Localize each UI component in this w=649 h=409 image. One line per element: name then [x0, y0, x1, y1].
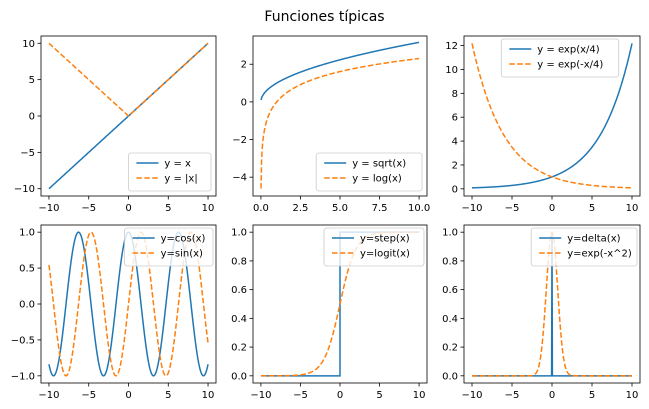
series-line-2: [471, 43, 633, 189]
y-tick-label: 0: [241, 97, 247, 108]
x-tick-label: 5.0: [332, 203, 348, 214]
y-tick-label: 0.0: [231, 371, 247, 382]
y-tick-label: 0.8: [231, 256, 247, 267]
x-tick-label: 5: [165, 390, 171, 401]
y-tick-label: 0.0: [442, 371, 458, 382]
legend-label-1: y=cos(x): [161, 234, 206, 245]
x-tick-label: 0: [337, 390, 343, 401]
y-tick-label: −0.5: [11, 335, 35, 346]
x-tick-label: 0: [549, 390, 555, 401]
x-tick-label: −5: [81, 390, 96, 401]
y-tick-label: 10: [22, 39, 35, 50]
y-tick-label: 1.0: [19, 228, 35, 239]
x-tick-label: 10: [202, 203, 215, 214]
subplot-4: −10 −5 0 5 10 −1.0 −0.5 0.0 0.5 1.0 y=cos(x) y=sin(…: [11, 224, 217, 401]
y-tick-label: 2: [452, 160, 458, 171]
legend-label-2: y=logit(x): [360, 249, 410, 260]
x-tick-label: −5: [293, 390, 308, 401]
x-tick-label: 5: [376, 390, 382, 401]
x-tick-label: −10: [461, 203, 482, 214]
legend: y=delta(x) y=exp(-x^2): [530, 227, 638, 267]
x-tick-label: 0: [125, 390, 131, 401]
x-tick-label: 10.0: [408, 203, 430, 214]
legend: y=cos(x) y=sin(x): [124, 227, 214, 267]
legend-label-1: y = x: [164, 159, 191, 170]
legend-label-2: y = |x|: [164, 174, 197, 185]
x-tick-label: 0: [125, 203, 131, 214]
x-tick-label: 0.0: [253, 203, 269, 214]
y-tick-label: 0.2: [231, 343, 247, 354]
legend-label-2: y = log(x): [352, 174, 402, 185]
legend: y = exp(x/4) y = exp(-x/4): [500, 38, 620, 78]
y-tick-label: 0.4: [442, 314, 458, 325]
series-line-2: [260, 57, 420, 189]
y-tick-label: 6: [452, 113, 458, 124]
y-tick-label: 0.0: [19, 300, 35, 311]
y-tick-label: 8: [452, 89, 458, 100]
series-line-2: [260, 231, 420, 377]
legend: y=step(x) y=logit(x): [323, 227, 425, 267]
subplot-1: −10 −5 0 5 10 −10 −5 0 5 10 y = x y = |x|: [14, 35, 217, 214]
y-tick-label: −4: [232, 173, 247, 184]
subplot-6: −10 −5 0 5 10 0.0 0.2 0.4 0.6 0.8 1.0 y=delta(x) y=e…: [442, 224, 641, 401]
legend-label-1: y = exp(x/4): [537, 45, 599, 56]
x-tick-label: 5: [165, 203, 171, 214]
y-tick-label: 0.6: [442, 285, 458, 296]
legend-label-1: y=delta(x): [567, 234, 620, 245]
x-tick-label: 7.5: [372, 203, 388, 214]
x-tick-label: −10: [461, 390, 482, 401]
legend-label-2: y=sin(x): [161, 249, 203, 260]
y-tick-label: 0: [452, 184, 458, 195]
x-tick-label: 2.5: [293, 203, 309, 214]
y-tick-label: −5: [20, 148, 35, 159]
y-tick-label: 0.5: [19, 264, 35, 275]
y-tick-label: 0.8: [442, 256, 458, 267]
y-tick-label: −10: [14, 184, 35, 195]
legend-label-2: y = exp(-x/4): [537, 60, 603, 71]
subplot-3: −10 −5 0 5 10 0 2 4 6 8 10 12 y = exp(x/4) y = exp(-x…: [445, 35, 641, 214]
y-tick-label: −1.0: [11, 371, 35, 382]
x-tick-label: −10: [38, 203, 59, 214]
series-line-2: [48, 231, 209, 377]
figure-title: Funciones típicas: [264, 9, 384, 25]
x-tick-label: 10: [413, 390, 426, 401]
y-tick-label: −2: [232, 135, 247, 146]
subplot-5: −10 −5 0 5 10 0.0 0.2 0.4 0.6 0.8 1.0 y=step(x) y=lo…: [231, 224, 428, 401]
x-tick-label: 10: [202, 390, 215, 401]
y-tick-label: 0.2: [442, 343, 458, 354]
x-tick-label: −10: [250, 390, 271, 401]
x-tick-label: 5: [589, 390, 595, 401]
legend: y = x y = |x|: [127, 152, 212, 192]
x-tick-label: −10: [38, 390, 59, 401]
legend-label-1: y=step(x): [360, 234, 410, 245]
y-tick-label: 0.6: [231, 285, 247, 296]
y-tick-label: 4: [452, 137, 458, 148]
series-line-1: [260, 41, 420, 101]
x-tick-label: 10: [626, 203, 639, 214]
y-tick-label: 0.4: [231, 314, 247, 325]
y-tick-label: 5: [29, 75, 35, 86]
subplot-2: 0.0 2.5 5.0 7.5 10.0 −4 −2 0 2 y = sqrt(x) y = log…: [232, 35, 430, 214]
y-tick-label: 1.0: [231, 228, 247, 239]
y-tick-label: 0: [29, 112, 35, 123]
y-tick-label: 10: [445, 65, 458, 76]
x-tick-label: −5: [505, 390, 520, 401]
series-line-2: [48, 42, 209, 118]
x-tick-label: −5: [505, 203, 520, 214]
y-tick-label: 2: [241, 60, 247, 71]
x-tick-label: −5: [81, 203, 96, 214]
x-tick-label: 5: [589, 203, 595, 214]
legend-label-1: y = sqrt(x): [352, 159, 406, 170]
legend-label-2: y=exp(-x^2): [567, 249, 632, 260]
x-tick-label: 10: [626, 390, 639, 401]
x-tick-label: 0: [549, 203, 555, 214]
legend: y = sqrt(x) y = log(x): [315, 152, 423, 192]
y-tick-label: 12: [445, 41, 458, 52]
y-tick-label: 1.0: [442, 228, 458, 239]
